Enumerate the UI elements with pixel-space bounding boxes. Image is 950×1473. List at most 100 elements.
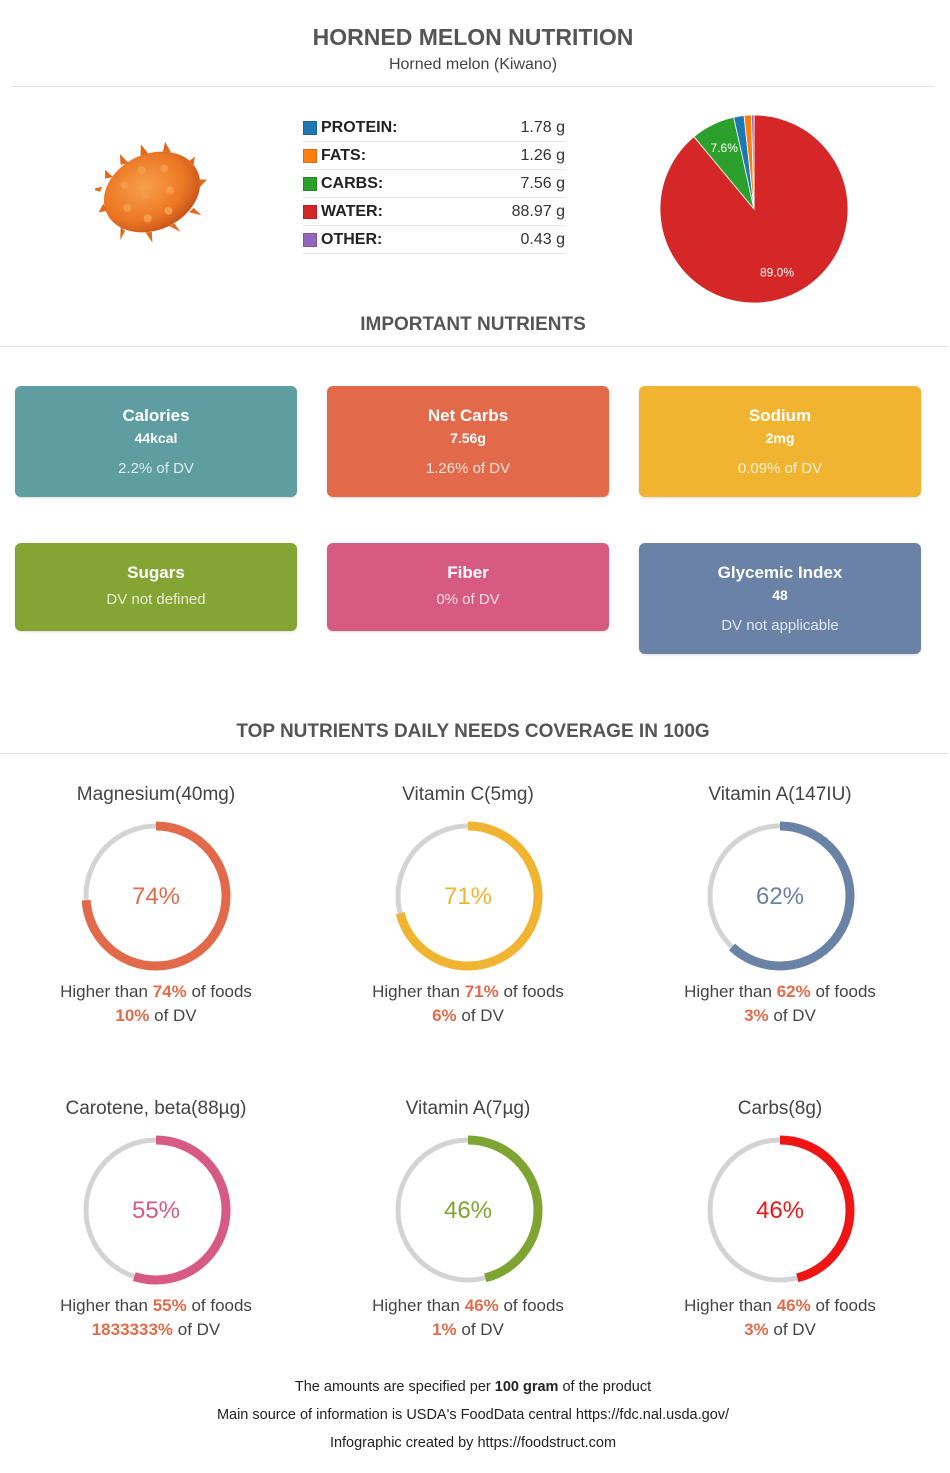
macro-value: 1.26 g [520,146,565,164]
gauge-dv-highlight: 1% [432,1320,457,1339]
macro-row-water: WATER: 88.97 g [303,198,565,226]
gauge-percent: 46% [756,1197,804,1224]
carbs-swatch-icon [303,176,317,191]
card-dv: 2.2% of DV [118,460,194,477]
card-title: Fiber [447,563,489,582]
macro-label: OTHER: [321,230,383,248]
pie-chart-svg: 89.0% 7.6% [659,114,849,304]
footer-credit: Infographic created by https://foodstruc… [329,1435,617,1451]
pie-slice-other [751,114,755,210]
gauge-text: Higher than [60,982,153,1001]
nutrient-gauge: Carbs(8g) 46% Higher than 46% of foods 3% o… [624,1098,936,1340]
gauge-percent: 71% [444,883,492,910]
horned-melon-image [92,138,210,246]
nutrient-gauge: Carotene, beta(88µg) 55% Higher than 55% o… [0,1098,312,1340]
header-divider [12,86,934,87]
nutrient-gauge: Vitamin A(7µg) 46% Higher than 46% of food… [312,1098,624,1340]
card-value: 44kcal [134,430,178,446]
macro-value: 1.78 g [520,118,565,136]
gauge-percentile: Higher than 74% of foods [0,982,312,1002]
gauge-text: of DV [456,1006,504,1025]
gauge-dv: 3% of DV [624,1006,936,1026]
card-dv: DV not defined [106,591,206,608]
gauge-dv-highlight: 1833333% [91,1320,174,1339]
card-dv: 0.09% of DV [737,460,823,477]
macro-label: CARBS: [321,174,384,192]
gauge-dv-highlight: 10% [115,1006,150,1025]
gauge-highlight: 55% [152,1296,187,1315]
macro-value: 88.97 g [511,202,565,220]
macro-pie-chart: 89.0% 7.6% [659,114,849,304]
gauge-dv: 3% of DV [624,1320,936,1340]
gauge-dv: 1% of DV [312,1320,624,1340]
footer-text: The amounts are specified per [294,1379,495,1395]
gauge-text: of foods [498,1296,564,1315]
donut-gauge-icon: 46% [393,1135,543,1285]
gauge-name: Vitamin A(7µg) [405,1098,531,1119]
card-calories: Calories 44kcal 2.2% of DV [15,386,297,497]
macro-row-fats: FATS: 1.26 g [303,142,565,170]
gauge-dv: 10% of DV [0,1006,312,1026]
donut-gauge-icon: 74% [81,821,231,971]
macro-label: FATS: [321,146,367,164]
nutrient-gauge: Magnesium(40mg) 74% Higher than 74% of foo… [0,784,312,1026]
section-title-important: IMPORTANT NUTRIENTS [360,314,586,335]
gauge-text: of foods [186,1296,252,1315]
donut-gauge-icon: 62% [705,821,855,971]
page-subtitle: Horned melon (Kiwano) [388,56,558,73]
donut-gauge-icon: 55% [81,1135,231,1285]
card-sugars: Sugars DV not defined [15,543,297,631]
macro-value: 0.43 g [520,230,565,248]
nutrient-gauge: Vitamin C(5mg) 71% Higher than 71% of food… [312,784,624,1026]
gauge-text: of DV [456,1320,504,1339]
protein-swatch-icon [303,120,317,135]
pie-label: 7.6% [711,141,739,155]
gauge-text: of DV [768,1006,816,1025]
gauge-percent: 62% [756,883,804,910]
gauge-text: Higher than [684,1296,777,1315]
gauge-percentile: Higher than 46% of foods [624,1296,936,1316]
gauge-text: Higher than [60,1296,153,1315]
footer-bold: 100 gram [494,1379,559,1395]
gauge-percent: 46% [444,1197,492,1224]
gauge-name: Carbs(8g) [737,1098,823,1119]
gauge-dv-highlight: 3% [744,1320,769,1339]
gauge-dv: 1833333% of DV [0,1320,312,1340]
page-title: HORNED MELON NUTRITION [312,24,634,50]
gauge-text: of foods [186,982,252,1001]
card-dv: DV not applicable [721,617,839,634]
card-glycemic-index: Glycemic Index 48 DV not applicable [639,543,921,654]
gauge-dv-highlight: 6% [432,1006,457,1025]
card-title: Sugars [127,563,185,582]
gauge-text: Higher than [684,982,777,1001]
macro-label: WATER: [321,202,383,220]
pie-label: 89.0% [760,266,794,280]
card-net-carbs: Net Carbs 7.56g 1.26% of DV [327,386,609,497]
gauge-dv: 6% of DV [312,1006,624,1026]
gauge-text: Higher than [372,982,465,1001]
card-dv: 1.26% of DV [425,460,511,477]
footer-text: of the product [558,1379,652,1395]
card-title: Calories [122,406,190,425]
gauge-text: of foods [498,982,564,1001]
donut-gauge-icon: 71% [393,821,543,971]
other-swatch-icon [303,232,317,247]
card-value: 48 [772,587,788,603]
gauge-name: Magnesium(40mg) [76,784,236,805]
gauge-name: Vitamin A(147IU) [708,784,852,805]
gauge-percentile: Higher than 55% of foods [0,1296,312,1316]
macro-row-protein: PROTEIN: 1.78 g [303,114,565,142]
gauge-highlight: 71% [464,982,499,1001]
gauge-highlight: 62% [776,982,811,1001]
gauge-percentile: Higher than 46% of foods [312,1296,624,1316]
donut-gauge-icon: 46% [705,1135,855,1285]
card-value: 2mg [765,430,795,446]
gauge-name: Carotene, beta(88µg) [65,1098,247,1119]
section-divider [0,753,948,754]
gauge-name: Vitamin C(5mg) [402,784,534,805]
gauge-text: of DV [768,1320,816,1339]
gauge-percentile: Higher than 62% of foods [624,982,936,1002]
macro-row-other: OTHER: 0.43 g [303,226,565,254]
section-divider [0,346,948,347]
macro-row-carbs: CARBS: 7.56 g [303,170,565,198]
